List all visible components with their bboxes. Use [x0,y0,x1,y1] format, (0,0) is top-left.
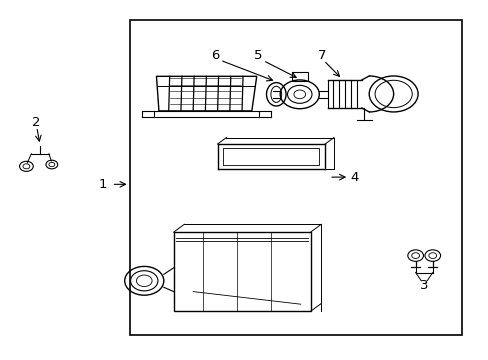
Text: 2: 2 [32,116,41,129]
Text: 5: 5 [253,49,262,62]
Bar [173,232,310,311]
Text: 1: 1 [98,178,107,191]
Bar [154,111,259,117]
Text: 7: 7 [317,49,325,62]
Text: 4: 4 [349,171,358,184]
Bar [129,20,461,335]
Text: 3: 3 [419,279,427,292]
Bar [291,72,307,81]
Text: 6: 6 [210,49,219,62]
